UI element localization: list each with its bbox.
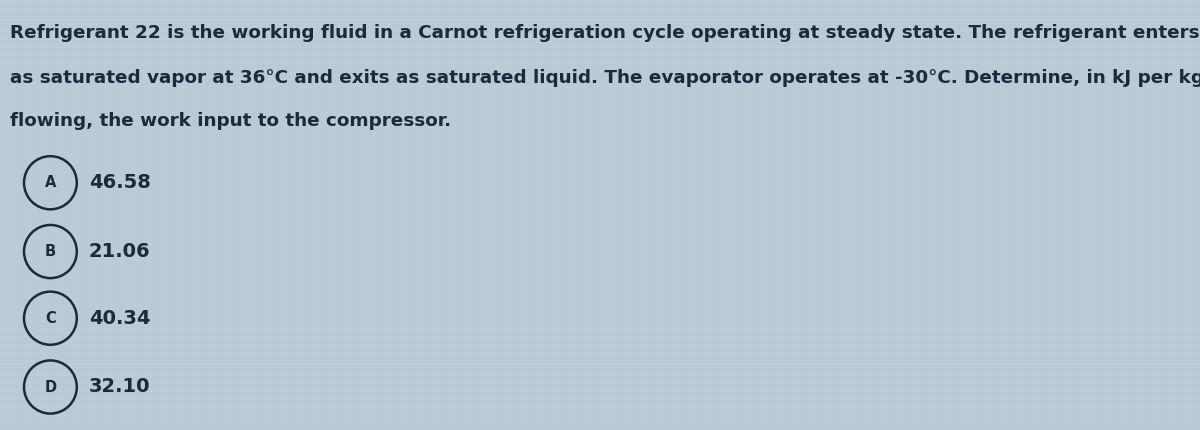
Text: D: D — [44, 380, 56, 394]
Text: as saturated vapor at 36°C and exits as saturated liquid. The evaporator operate: as saturated vapor at 36°C and exits as … — [10, 69, 1200, 87]
Text: 32.10: 32.10 — [89, 378, 150, 396]
Text: 21.06: 21.06 — [89, 242, 150, 261]
Text: Refrigerant 22 is the working fluid in a Carnot refrigeration cycle operating at: Refrigerant 22 is the working fluid in a… — [10, 24, 1200, 42]
Text: A: A — [44, 175, 56, 190]
Text: 46.58: 46.58 — [89, 173, 151, 192]
Text: C: C — [46, 311, 55, 326]
Text: flowing, the work input to the compressor.: flowing, the work input to the compresso… — [10, 112, 451, 130]
Text: 40.34: 40.34 — [89, 309, 150, 328]
Text: B: B — [44, 244, 56, 259]
